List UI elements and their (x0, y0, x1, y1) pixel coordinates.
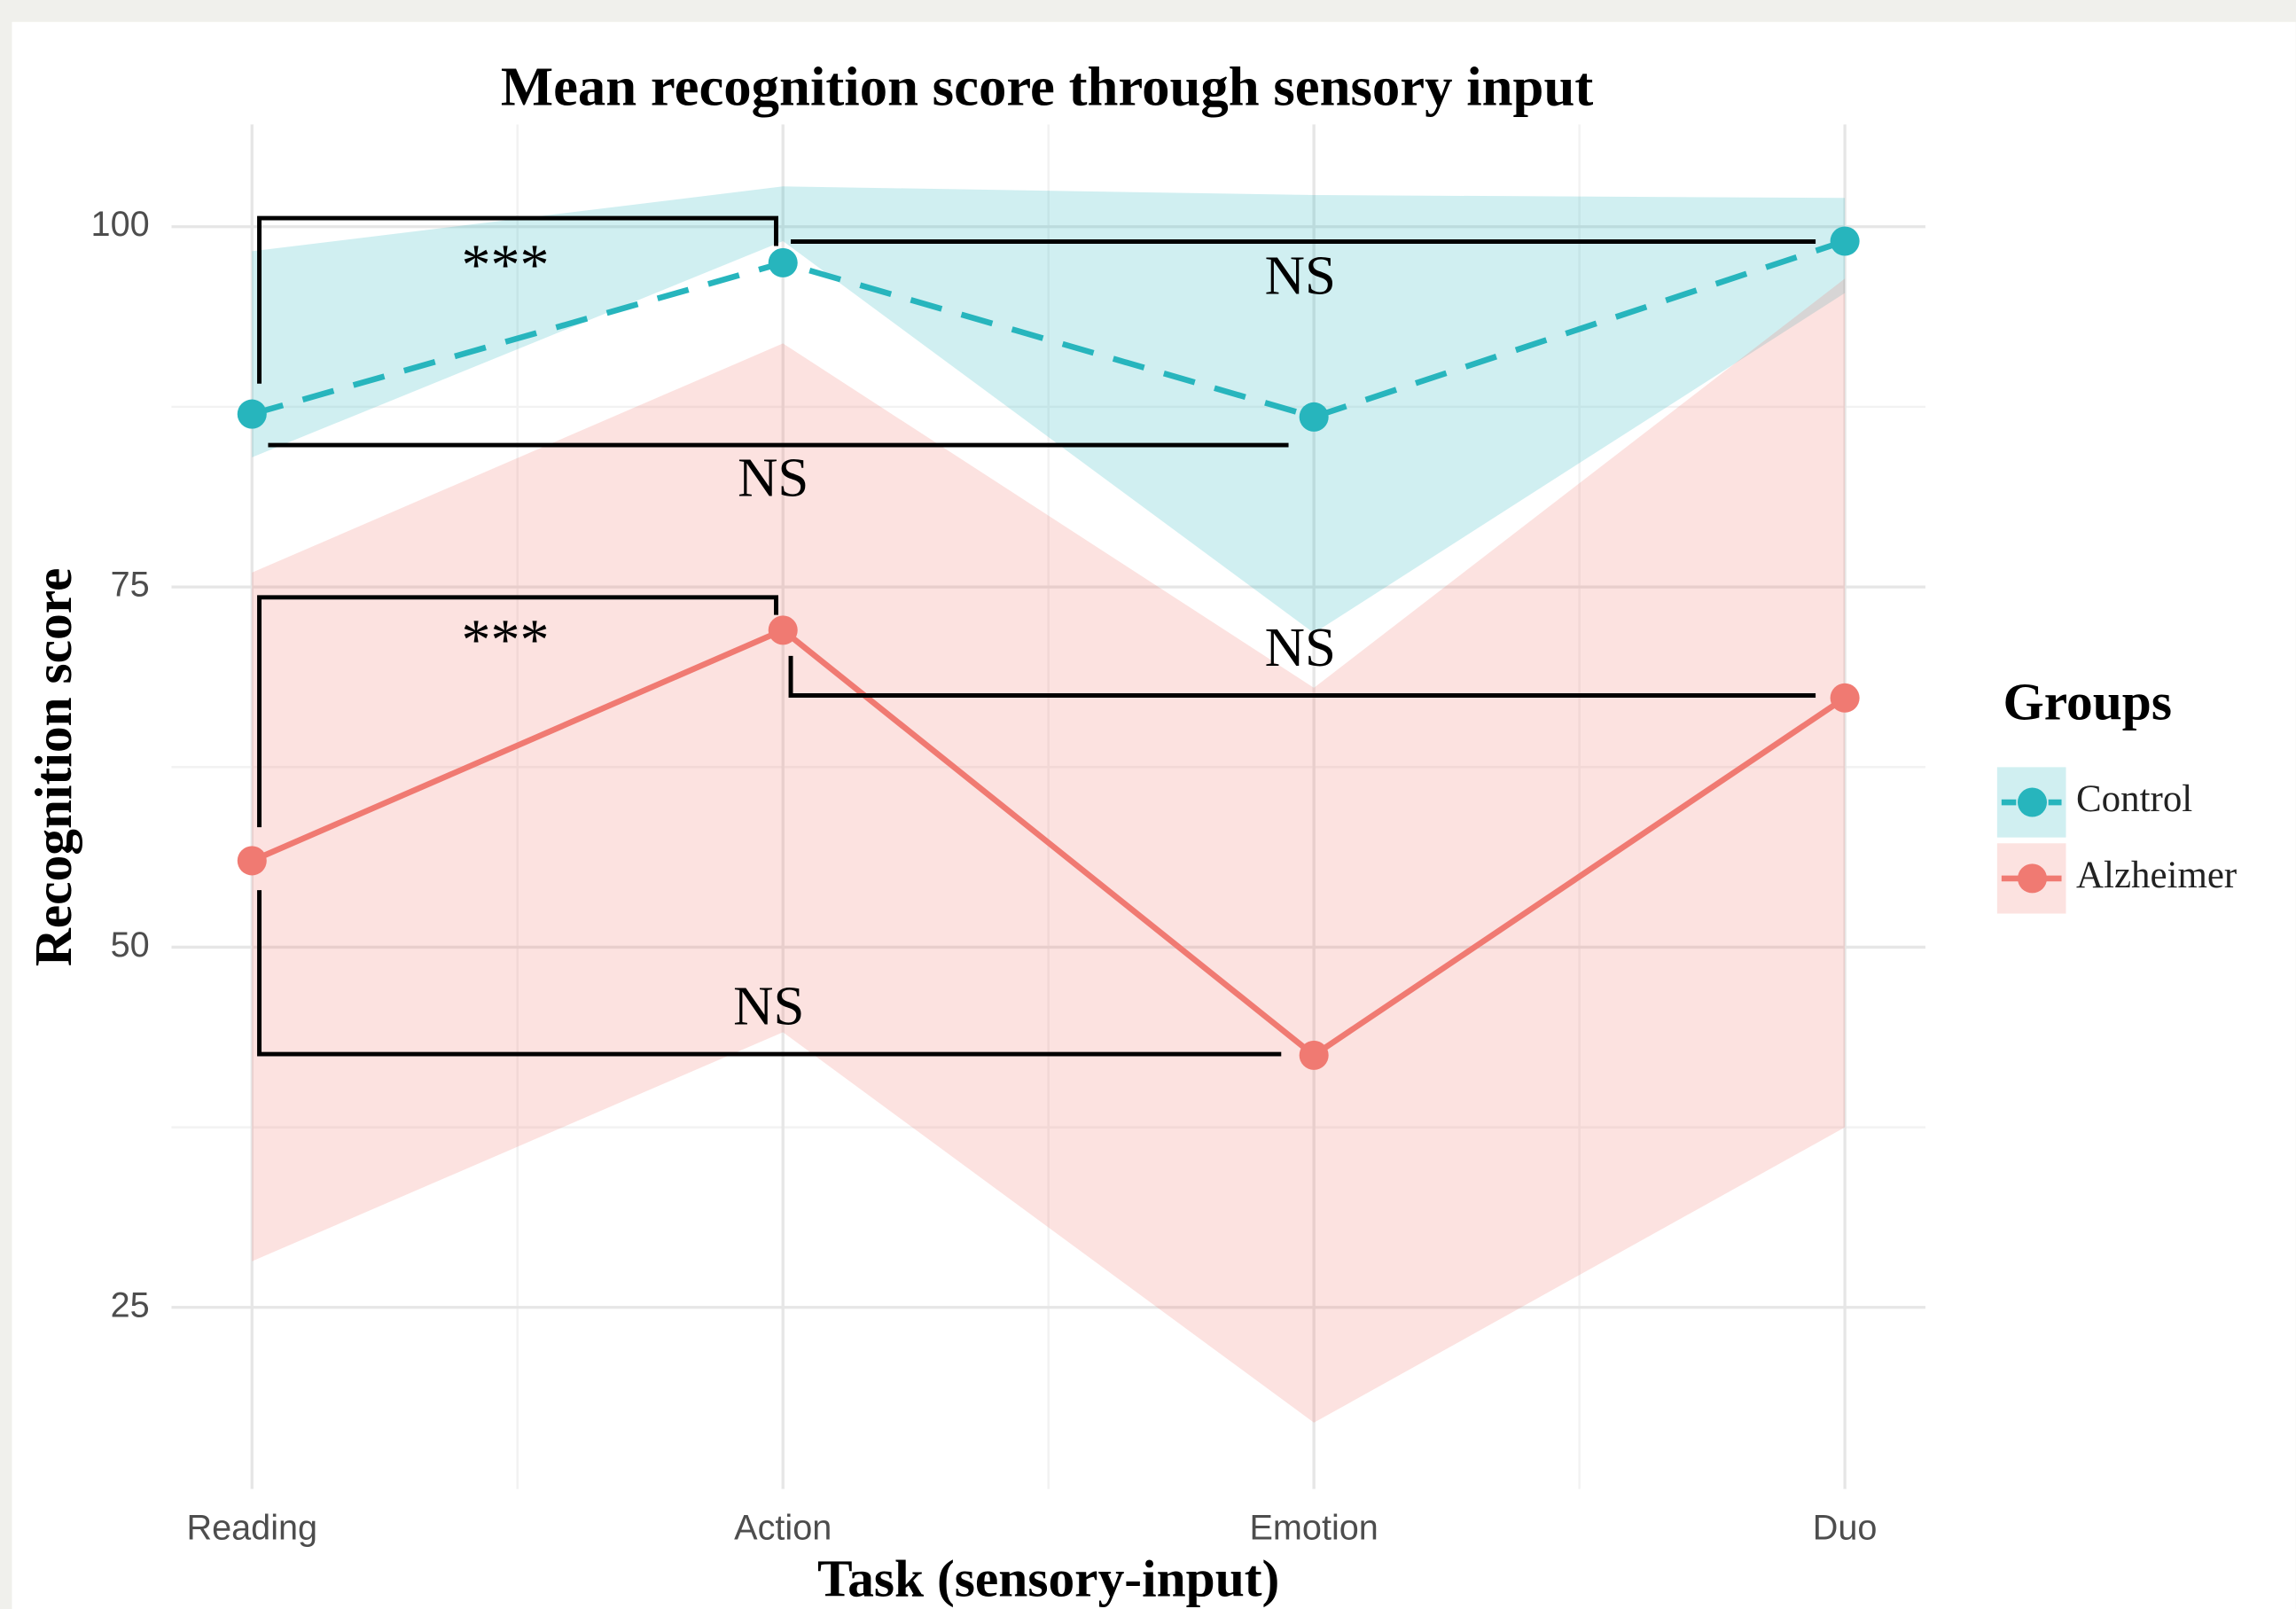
annotation: NS (1265, 244, 1336, 306)
y-tick-label: 75 (111, 566, 150, 605)
ribbon (252, 186, 1846, 634)
annotation: NS (1265, 616, 1336, 678)
legend-title: Groups (2003, 672, 2172, 730)
annotation: *** (461, 607, 549, 672)
bracket (257, 215, 778, 384)
panel (12, 21, 2296, 1609)
data-point (1830, 226, 1860, 256)
chart-title: Mean recognition score through sensory i… (501, 55, 1593, 117)
bracket (788, 655, 1816, 698)
x-tick-label: Reading (186, 1508, 317, 1547)
x-tick-label: Duo (1813, 1508, 1878, 1547)
y-tick-label: 100 (91, 205, 150, 244)
data-point (768, 615, 798, 645)
brackets (257, 215, 1816, 1057)
data-point (1830, 683, 1860, 713)
bracket (257, 890, 1282, 1057)
legend-key (2017, 863, 2048, 894)
bracket (257, 595, 778, 828)
data-point (237, 846, 267, 876)
series-line (251, 238, 1847, 420)
x-axis-label: Task (sensory-input) (817, 1550, 1279, 1608)
legend-label: Alzheimer (2076, 855, 2237, 896)
annotation: NS (738, 446, 808, 508)
y-tick-label: 25 (111, 1285, 150, 1324)
data-point (237, 399, 267, 429)
annotation: NS (733, 975, 804, 1037)
ribbon (252, 278, 1846, 1423)
x-tick-label: Action (734, 1508, 832, 1547)
series-line (250, 627, 1847, 1059)
legend-label: Control (2076, 778, 2192, 820)
data-point (768, 247, 798, 277)
annotation: *** (461, 233, 549, 298)
y-axis-label: Recognition score (24, 568, 82, 967)
y-tick-label: 50 (111, 926, 150, 965)
data-point (1299, 1040, 1329, 1070)
data-point (1299, 402, 1329, 432)
x-tick-label: Emotion (1249, 1508, 1378, 1547)
legend-key (2017, 787, 2048, 817)
